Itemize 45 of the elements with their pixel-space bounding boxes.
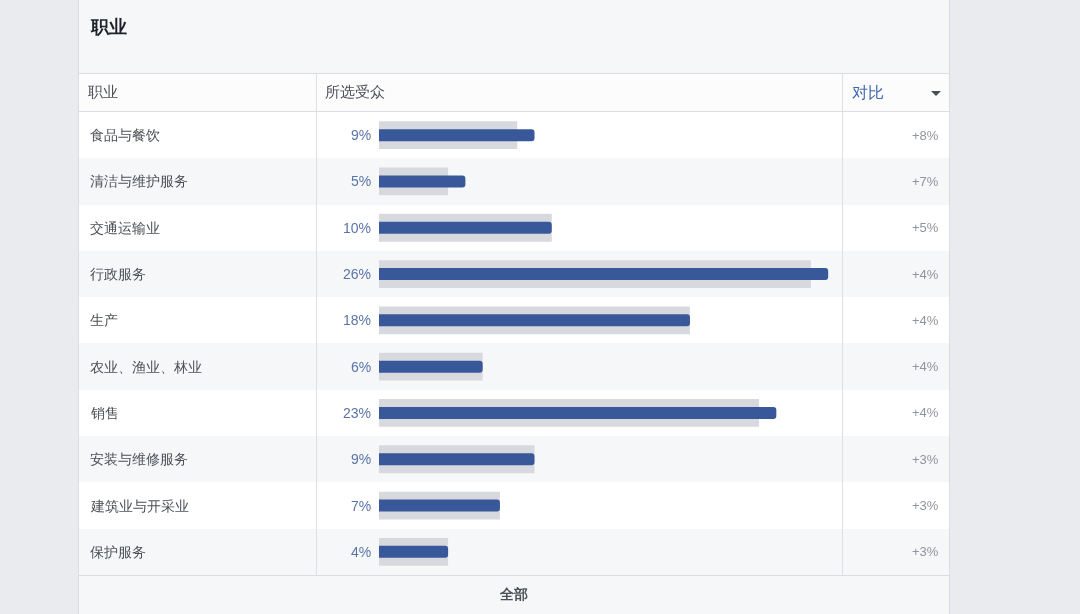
bar	[379, 175, 466, 188]
y-tick-label: 食品与餐饮	[90, 127, 160, 143]
y-tick-label: 清洁与维护服务	[90, 173, 188, 189]
bar	[379, 129, 535, 142]
data-label: 9%	[351, 451, 372, 467]
text: 全部	[500, 586, 528, 604]
text: +7%	[912, 174, 939, 189]
text: +5%	[912, 220, 939, 235]
bar	[379, 221, 552, 234]
y-tick-label: 农业、渔业、林业	[90, 359, 202, 375]
bar	[379, 499, 500, 512]
data-label: 6%	[351, 359, 372, 375]
text: +3%	[912, 498, 939, 513]
text: +8%	[912, 128, 939, 143]
data-label: 18%	[343, 312, 372, 328]
y-tick-label: 安装与维修服务	[90, 451, 188, 467]
bar	[379, 545, 449, 558]
bar	[379, 453, 535, 466]
x-axis-title: 所选受众	[325, 83, 385, 102]
y-tick-label: 保护服务	[90, 544, 146, 560]
data-label: 26%	[343, 266, 372, 282]
data-label: 23%	[343, 405, 372, 421]
text: +4%	[912, 313, 939, 328]
y-axis-title: 职业	[88, 83, 118, 102]
bar	[379, 268, 829, 281]
text: +4%	[912, 359, 939, 374]
text: +3%	[912, 544, 939, 559]
text: +4%	[912, 405, 939, 420]
y-tick-label: 生产	[90, 312, 118, 328]
y-tick-label: 行政服务	[90, 266, 146, 282]
data-label: 7%	[351, 498, 372, 514]
bar	[379, 314, 690, 327]
y2-axis-title: 对比	[852, 83, 884, 103]
data-label: 4%	[351, 544, 372, 560]
data-label: 9%	[351, 127, 372, 143]
data-label: 5%	[351, 173, 372, 189]
y-tick-label: 交通运输业	[90, 220, 160, 236]
y-tick-label: 建筑业与开采业	[90, 498, 189, 514]
bar	[379, 360, 483, 373]
text: +3%	[912, 452, 939, 467]
y-tick-label: 销售	[90, 405, 119, 421]
text: 职业	[91, 16, 127, 39]
text: +4%	[912, 267, 939, 282]
bar	[379, 406, 777, 419]
data-label: 10%	[343, 220, 372, 236]
